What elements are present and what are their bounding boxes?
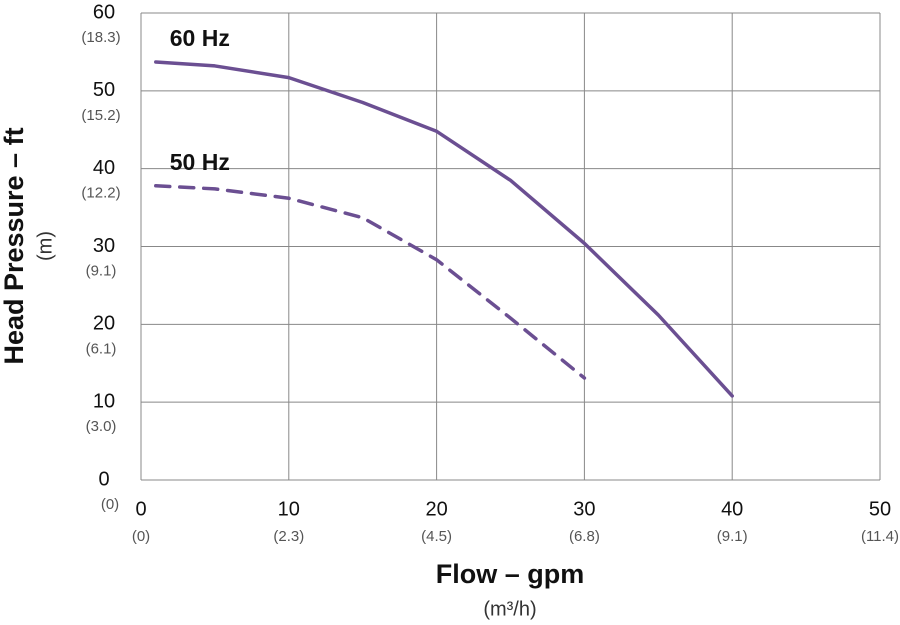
x-axis-title: Flow – gpm	[436, 559, 585, 589]
series-line	[154, 184, 587, 380]
x-tick-sublabel: (2.3)	[273, 528, 304, 545]
y-axis-title: Head Pressure – ft	[0, 127, 29, 364]
x-tick-sublabel: (0)	[132, 528, 150, 545]
x-tick-sublabel: (9.1)	[717, 528, 748, 545]
y-tick-label: 50	[93, 79, 115, 101]
y-tick-sublabel: (18.3)	[81, 29, 120, 46]
series-label: 60 Hz	[170, 25, 230, 51]
x-axis-subtitle: (m³/h)	[483, 598, 536, 620]
y-tick-label: 0	[98, 468, 109, 490]
y-axis-subtitle: (m)	[34, 231, 56, 261]
y-tick-sublabel: (6.1)	[86, 340, 117, 357]
x-tick-label: 40	[721, 498, 743, 520]
series-label: 50 Hz	[170, 149, 230, 175]
y-tick-label: 60	[93, 1, 115, 23]
series-line	[154, 60, 734, 398]
y-tick-label: 40	[93, 157, 115, 179]
y-tick-sublabel: (3.0)	[86, 418, 117, 435]
y-tick-label: 10	[93, 390, 115, 412]
x-tick-label: 30	[573, 498, 595, 520]
y-tick-label: 20	[93, 313, 115, 335]
x-tick-label: 10	[278, 498, 300, 520]
x-tick-label: 0	[135, 498, 146, 520]
x-tick-sublabel: (6.8)	[569, 528, 600, 545]
y-tick-sublabel: (15.2)	[81, 107, 120, 124]
x-tick-label: 20	[425, 498, 447, 520]
y-tick-sublabel: (0)	[101, 496, 119, 513]
x-tick-sublabel: (11.4)	[861, 528, 899, 545]
y-tick-sublabel: (12.2)	[81, 185, 120, 202]
y-tick-label: 30	[93, 235, 115, 257]
x-tick-label: 50	[869, 498, 891, 520]
y-tick-sublabel: (9.1)	[86, 262, 117, 279]
x-tick-sublabel: (4.5)	[421, 528, 452, 545]
